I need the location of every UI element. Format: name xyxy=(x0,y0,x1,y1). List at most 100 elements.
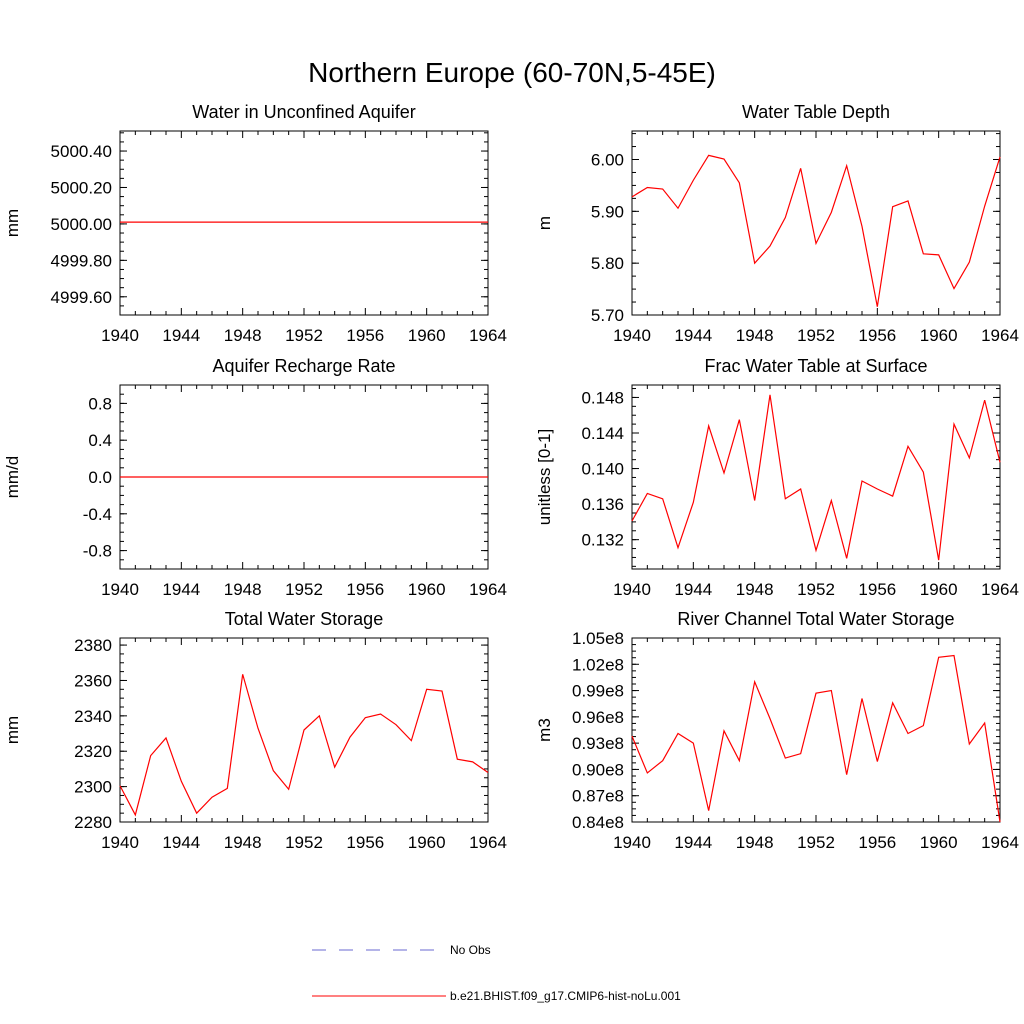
x-tick-label: 1948 xyxy=(736,326,774,345)
plot-frame xyxy=(631,637,1001,823)
figure-title: Northern Europe (60-70N,5-45E) xyxy=(308,57,716,88)
y-tick-label: 0.148 xyxy=(581,388,624,407)
chart-panel-4: Total Water Storage 1940 1944 1948 1952 1956 1… xyxy=(3,609,507,852)
x-tick-label: 1948 xyxy=(736,833,774,852)
y-axis-label: mm/d xyxy=(3,456,22,499)
x-tick-label: 1964 xyxy=(469,580,507,599)
panel-title: Frac Water Table at Surface xyxy=(704,356,927,376)
y-tick-label: 1.05e8 xyxy=(572,629,624,648)
x-tick-label: 1948 xyxy=(224,833,262,852)
y-tick-label: 5.70 xyxy=(591,306,624,325)
x-tick-label: 1956 xyxy=(346,326,384,345)
y-tick-label: 2320 xyxy=(74,742,112,761)
x-tick-label: 1956 xyxy=(858,580,896,599)
y-tick-label: 0.93e8 xyxy=(572,734,624,753)
x-tick-label: 1948 xyxy=(224,326,262,345)
y-tick-label: 2380 xyxy=(74,636,112,655)
y-tick-label: 5000.00 xyxy=(51,215,112,234)
chart-panel-5: River Channel Total Water Storage 1940 194… xyxy=(535,609,1019,852)
x-tick-label: 1960 xyxy=(408,326,446,345)
y-tick-label: 2300 xyxy=(74,778,112,797)
panel-title: River Channel Total Water Storage xyxy=(677,609,954,629)
y-axis-label: m xyxy=(535,216,554,230)
x-tick-label: 1960 xyxy=(920,580,958,599)
x-tick-label: 1940 xyxy=(101,326,139,345)
panel-title: Water Table Depth xyxy=(742,102,890,122)
panel-title: Water in Unconfined Aquifer xyxy=(192,102,415,122)
y-tick-label: 5.80 xyxy=(591,254,624,273)
y-tick-label: 0.4 xyxy=(88,431,112,450)
y-tick-label: 2340 xyxy=(74,707,112,726)
y-tick-label: -0.8 xyxy=(83,542,112,561)
y-tick-label: 0.136 xyxy=(581,495,624,514)
chart-panel-2: Aquifer Recharge Rate 1940 1944 1948 1952 195… xyxy=(3,356,507,599)
plot-frame xyxy=(119,130,489,316)
x-tick-label: 1948 xyxy=(736,580,774,599)
x-tick-label: 1960 xyxy=(408,580,446,599)
y-tick-label: 4999.60 xyxy=(51,288,112,307)
x-tick-label: 1952 xyxy=(797,326,835,345)
y-tick-label: 0.144 xyxy=(581,424,624,443)
y-tick-label: 0.96e8 xyxy=(572,708,624,727)
y-tick-label: 0.90e8 xyxy=(572,760,624,779)
y-tick-label: 5.90 xyxy=(591,202,624,221)
y-tick-label: 0.132 xyxy=(581,531,624,550)
y-tick-label: -0.4 xyxy=(83,505,112,524)
y-axis-label: mm xyxy=(3,716,22,744)
y-axis-label: unitless [0-1] xyxy=(535,429,554,525)
x-tick-label: 1948 xyxy=(224,580,262,599)
y-tick-label: 5000.20 xyxy=(51,178,112,197)
y-tick-label: 0.140 xyxy=(581,460,624,479)
x-tick-label: 1964 xyxy=(981,580,1019,599)
y-tick-label: 0.99e8 xyxy=(572,682,624,701)
plot-frame xyxy=(631,384,1001,570)
legend-label-model: b.e21.BHIST.f09_g17.CMIP6-hist-noLu.001 xyxy=(450,989,681,1003)
y-tick-label: 0.0 xyxy=(88,468,112,487)
y-tick-label: 1.02e8 xyxy=(572,655,624,674)
y-tick-label: 0.87e8 xyxy=(572,787,624,806)
x-tick-label: 1956 xyxy=(858,833,896,852)
x-tick-label: 1944 xyxy=(162,326,200,345)
x-tick-label: 1940 xyxy=(101,833,139,852)
panel-title: Total Water Storage xyxy=(225,609,383,629)
y-tick-label: 0.8 xyxy=(88,394,112,413)
x-tick-label: 1940 xyxy=(613,326,651,345)
y-tick-label: 0.84e8 xyxy=(572,813,624,832)
panel-title: Aquifer Recharge Rate xyxy=(212,356,395,376)
y-tick-label: 5000.40 xyxy=(51,142,112,161)
y-axis-label: m3 xyxy=(535,718,554,742)
y-tick-label: 2360 xyxy=(74,671,112,690)
x-tick-label: 1944 xyxy=(162,833,200,852)
x-tick-label: 1952 xyxy=(797,580,835,599)
x-tick-label: 1964 xyxy=(469,326,507,345)
x-tick-label: 1956 xyxy=(858,326,896,345)
legend-label-no-obs: No Obs xyxy=(450,943,491,957)
x-tick-label: 1940 xyxy=(613,833,651,852)
y-tick-label: 6.00 xyxy=(591,151,624,170)
x-tick-label: 1964 xyxy=(981,326,1019,345)
x-tick-label: 1956 xyxy=(346,833,384,852)
y-tick-label: 4999.80 xyxy=(51,251,112,270)
chart-panel-0: Water in Unconfined Aquifer 1940 1944 1948 1… xyxy=(3,102,507,345)
x-tick-label: 1952 xyxy=(797,833,835,852)
x-tick-label: 1960 xyxy=(408,833,446,852)
series-line xyxy=(631,154,1001,307)
series-line xyxy=(631,654,1001,823)
panels: Water in Unconfined Aquifer 1940 1944 1948 1… xyxy=(3,102,1019,852)
x-tick-label: 1960 xyxy=(920,833,958,852)
x-tick-label: 1956 xyxy=(346,580,384,599)
x-tick-label: 1944 xyxy=(674,326,712,345)
x-tick-label: 1964 xyxy=(469,833,507,852)
x-tick-label: 1952 xyxy=(285,833,323,852)
series-line xyxy=(631,394,1001,561)
chart-panel-1: Water Table Depth 1940 1944 1948 1952 1956 196… xyxy=(535,102,1019,345)
y-tick-label: 2280 xyxy=(74,813,112,832)
x-tick-label: 1944 xyxy=(674,833,712,852)
series-line xyxy=(119,674,489,817)
x-tick-label: 1952 xyxy=(285,326,323,345)
x-tick-label: 1964 xyxy=(981,833,1019,852)
y-axis-label: mm xyxy=(3,209,22,237)
x-tick-label: 1940 xyxy=(101,580,139,599)
x-tick-label: 1940 xyxy=(613,580,651,599)
